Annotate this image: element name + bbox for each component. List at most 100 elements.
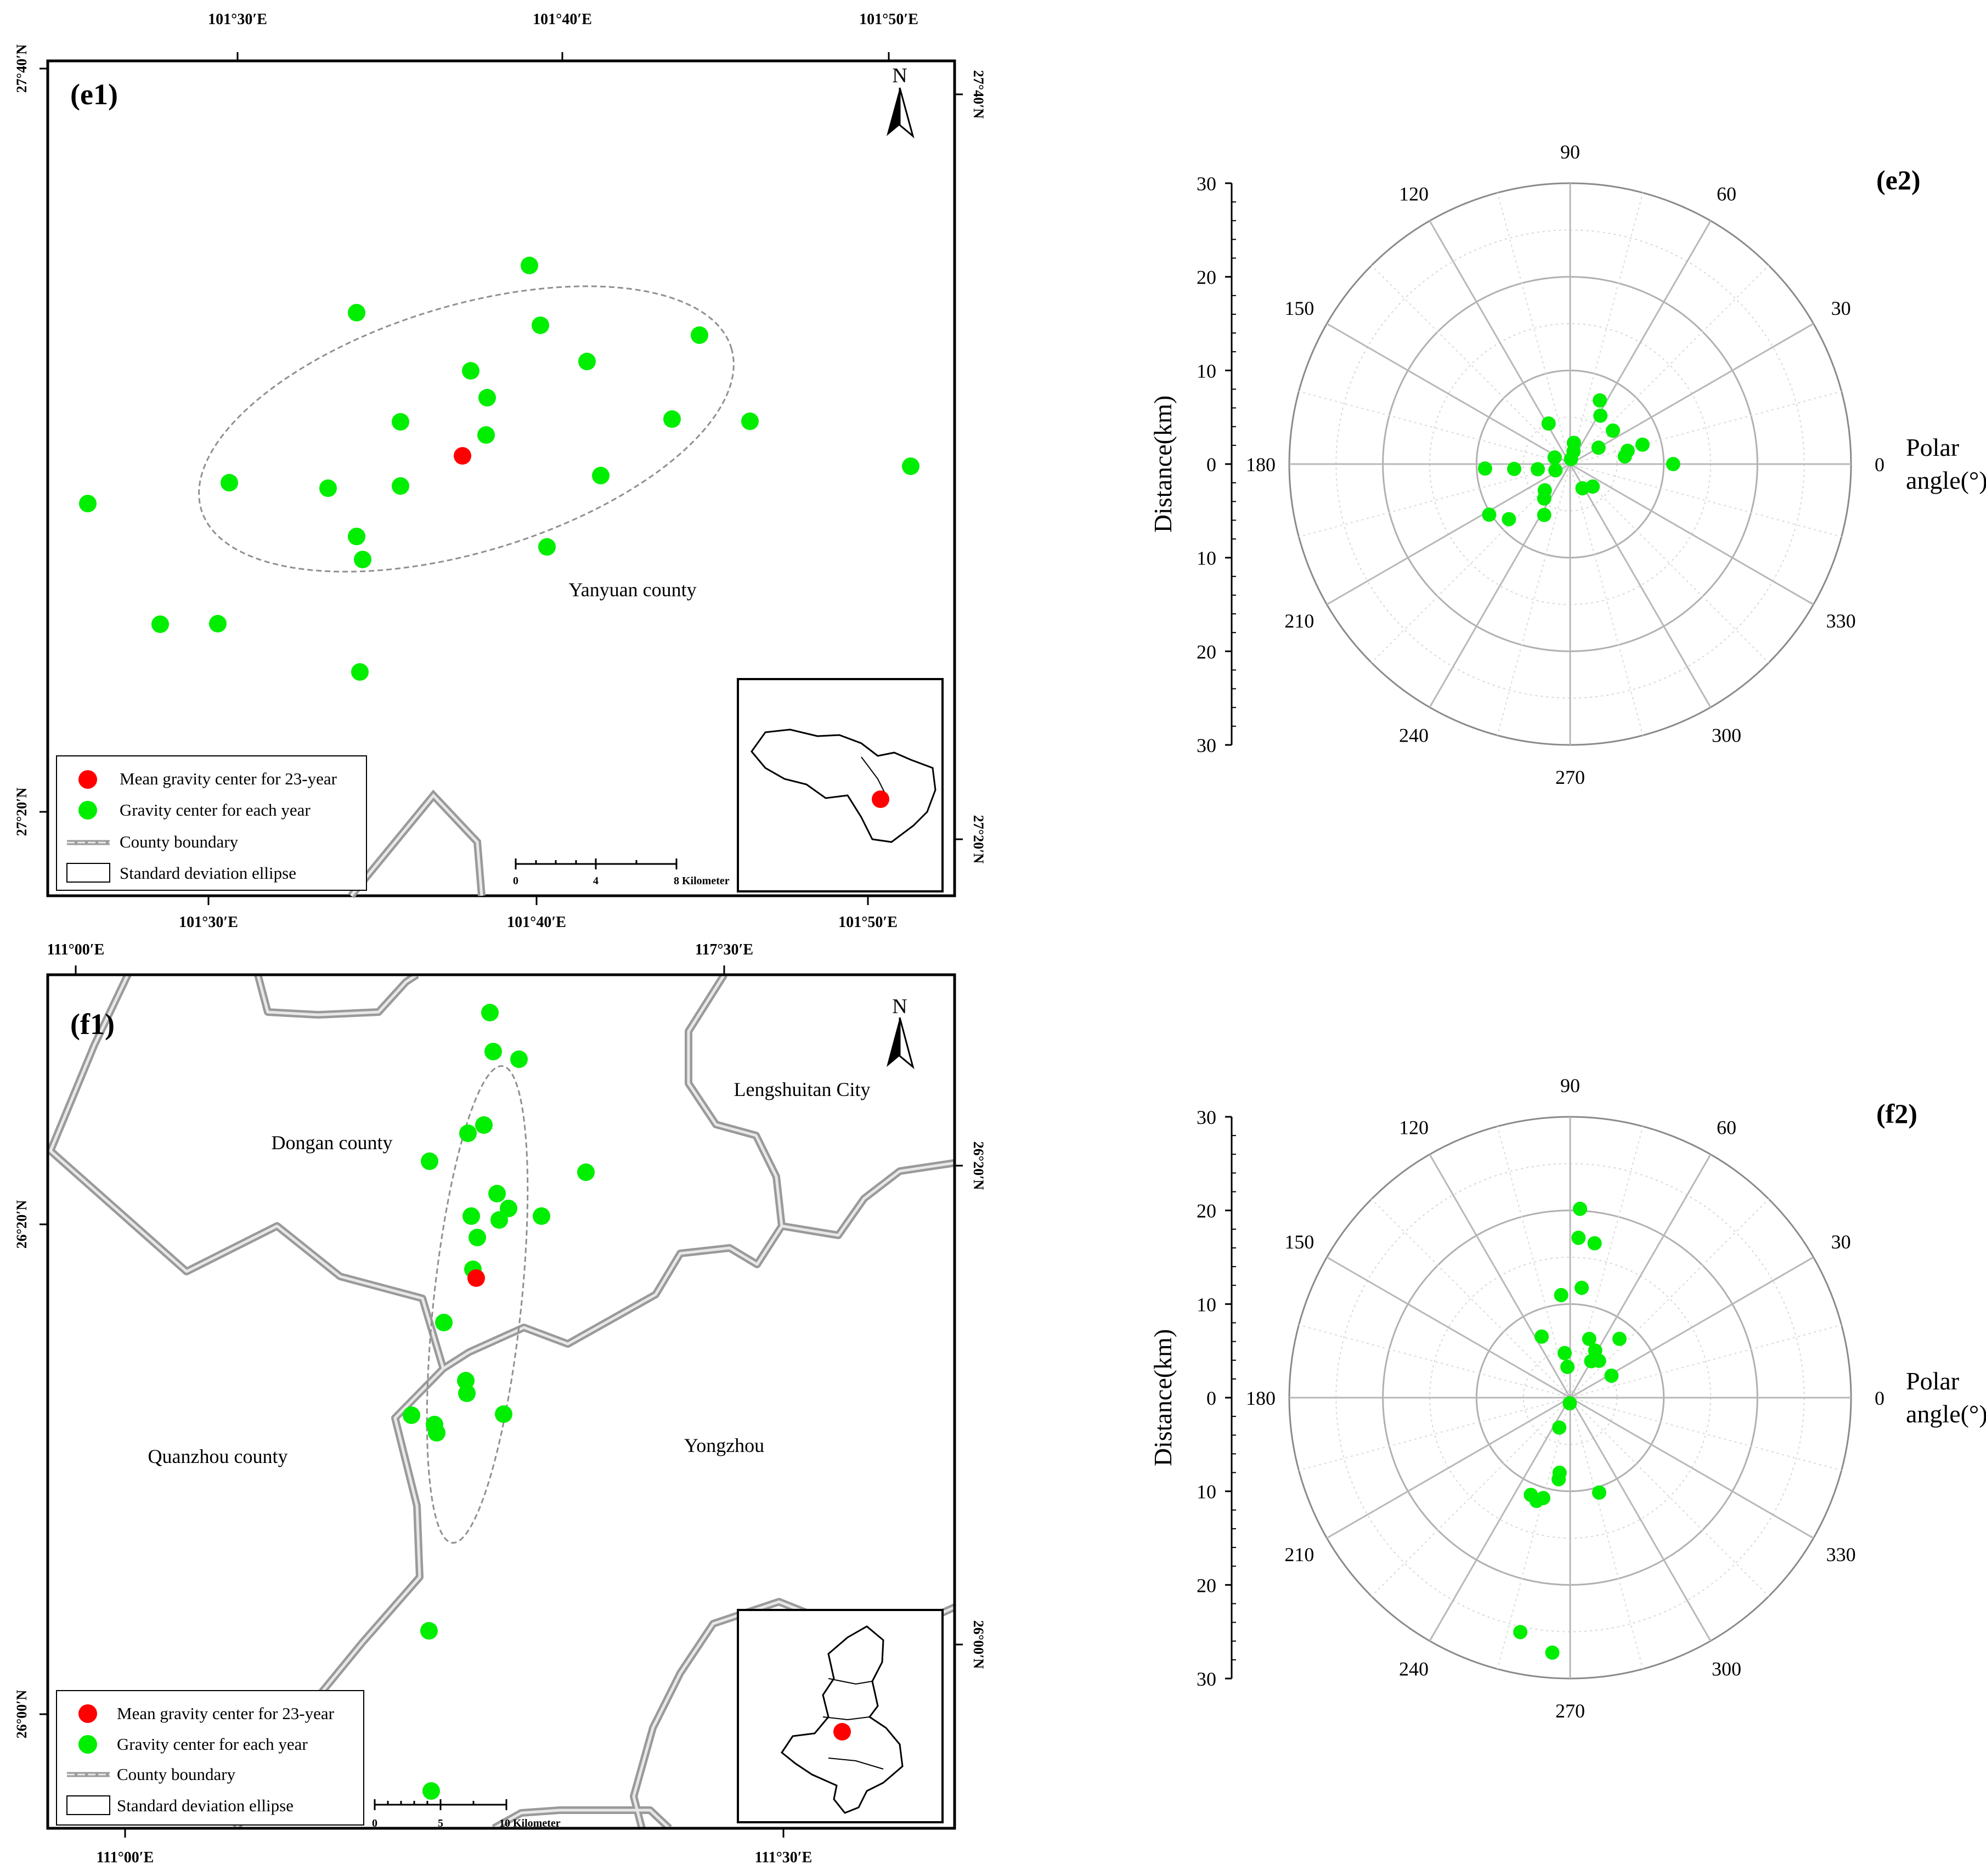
angle-axis-label: Polar: [1906, 433, 1959, 461]
yearly-gravity-center: [392, 413, 409, 431]
data-point: [1666, 457, 1680, 471]
data-point: [1612, 1331, 1627, 1346]
data-point: [1562, 1396, 1577, 1411]
data-point: [1584, 1354, 1599, 1369]
yearly-gravity-center: [392, 477, 409, 495]
angle-tick-label: 120: [1399, 183, 1429, 205]
yearly-gravity-center: [351, 663, 369, 681]
radial-tick-label: 20: [1197, 267, 1216, 289]
lat-label-right: 27°20′N: [971, 815, 986, 864]
angle-axis-label: angle(°): [1906, 1400, 1986, 1428]
yearly-gravity-center: [538, 538, 556, 556]
legend-label: County boundary: [117, 1765, 236, 1784]
place-label: Dongan county: [272, 1132, 393, 1154]
data-point: [1564, 451, 1578, 466]
radial-line: [1570, 464, 1842, 538]
lon-label-bottom: 101°50′E: [838, 914, 898, 931]
lat-label-left: 26°20′N: [14, 1200, 30, 1249]
legend-label: Gravity center for each year: [120, 800, 311, 820]
panel-label: (f1): [70, 1008, 115, 1041]
angle-tick-label: 0: [1875, 454, 1885, 476]
radial-line: [1570, 463, 1814, 606]
map-frame: [46, 973, 956, 1830]
radial-line: [1326, 323, 1571, 465]
lat-label-right: 27°40′N: [971, 70, 986, 119]
svg-text:N: N: [892, 995, 907, 1018]
radial-line: [1570, 1397, 1842, 1471]
radial-line: [1371, 265, 1571, 465]
lat-label-right: 26°00′N: [971, 1620, 986, 1669]
y-axis-label: Distance(km): [1149, 395, 1177, 533]
lon-label-bottom: 101°30′E: [179, 914, 238, 931]
legend-label: Standard deviation ellipse: [120, 863, 296, 883]
yearly-gravity-center: [510, 1050, 528, 1068]
data-point: [1586, 479, 1600, 494]
yearly-gravity-center: [79, 495, 97, 512]
lat-label-left: 27°40′N: [14, 44, 30, 93]
scale-label: 0: [372, 1817, 377, 1829]
data-point: [1560, 1359, 1575, 1374]
data-point: [1524, 1488, 1538, 1502]
radial-line: [1429, 1154, 1571, 1398]
angle-tick-label: 270: [1555, 766, 1585, 788]
inset-map: [737, 1609, 944, 1823]
legend-label: Gravity center for each year: [117, 1734, 308, 1754]
data-point: [1558, 1346, 1572, 1360]
yearly-gravity-center: [475, 1116, 493, 1134]
data-point: [1534, 1329, 1549, 1344]
chart-title: (e2): [1876, 165, 1921, 195]
radial-line: [1326, 1397, 1571, 1539]
radial-line: [1570, 1199, 1769, 1398]
data-point: [1477, 461, 1492, 476]
radial-line: [1497, 464, 1571, 736]
data-point: [1593, 393, 1607, 408]
yearly-gravity-center: [521, 257, 538, 274]
yearly-gravity-center: [462, 1207, 480, 1225]
county-boundary-inner: [350, 793, 483, 897]
data-point: [1604, 1368, 1619, 1383]
place-label: Yongzhou: [684, 1434, 764, 1456]
standard-deviation-ellipse: [198, 285, 735, 573]
angle-tick-label: 0: [1875, 1387, 1885, 1409]
radial-line: [1497, 193, 1571, 465]
data-point: [1541, 416, 1556, 431]
yearly-gravity-center: [532, 317, 549, 334]
lon-label-top: 101°40′E: [533, 11, 592, 28]
mean-gravity-center: [454, 447, 471, 465]
data-point: [1591, 440, 1606, 455]
radial-tick-label: 20: [1197, 641, 1216, 663]
yearly-gravity-center: [741, 413, 759, 430]
lon-label-top: 101°30′E: [208, 11, 267, 28]
legend: Mean gravity center for 23-year Gravity …: [56, 755, 367, 891]
legend: Mean gravity center for 23-year Gravity …: [56, 1690, 364, 1826]
lon-label-bottom: 111°00′E: [97, 1849, 154, 1866]
data-point: [1582, 1331, 1596, 1346]
angle-axis-label: angle(°): [1906, 466, 1986, 494]
radial-tick-label: 0: [1206, 1387, 1216, 1409]
yearly-gravity-center: [420, 1622, 438, 1640]
radial-line: [1570, 1397, 1814, 1539]
yearly-gravity-center: [421, 1152, 438, 1170]
lat-label-left: 26°00′N: [14, 1690, 30, 1739]
polar-chart-f2: 0 30 60 90 120 150 180 210 240 270 300 330 30 20 10 0 10…: [1149, 1075, 1986, 1722]
data-point: [1635, 437, 1650, 452]
map-panel-f1: (f1) 111°00′E 117°30′E 111°00′E 111°30′E…: [14, 941, 986, 1866]
lon-label-top: 111°00′E: [47, 941, 105, 958]
radial-line: [1569, 1397, 1712, 1642]
lat-label-right: 26°20′N: [971, 1142, 986, 1190]
svg-text:N: N: [892, 64, 907, 87]
data-point: [1551, 1472, 1566, 1487]
angle-tick-label: 90: [1560, 1075, 1580, 1097]
radial-tick-label: 20: [1197, 1200, 1216, 1222]
yearly-gravity-center: [209, 615, 227, 632]
standard-deviation-ellipse: [426, 1065, 529, 1544]
radial-tick-label: 30: [1197, 173, 1216, 195]
angle-tick-label: 180: [1246, 1387, 1276, 1409]
graticule-ticks: [40, 965, 963, 1838]
angle-tick-label: 270: [1555, 1700, 1585, 1722]
yearly-gravity-center: [478, 389, 496, 406]
scale-label: 4: [593, 875, 599, 887]
angle-tick-label: 90: [1560, 141, 1580, 163]
inset-map: [737, 678, 944, 892]
radial-tick-label: 30: [1197, 1668, 1216, 1690]
